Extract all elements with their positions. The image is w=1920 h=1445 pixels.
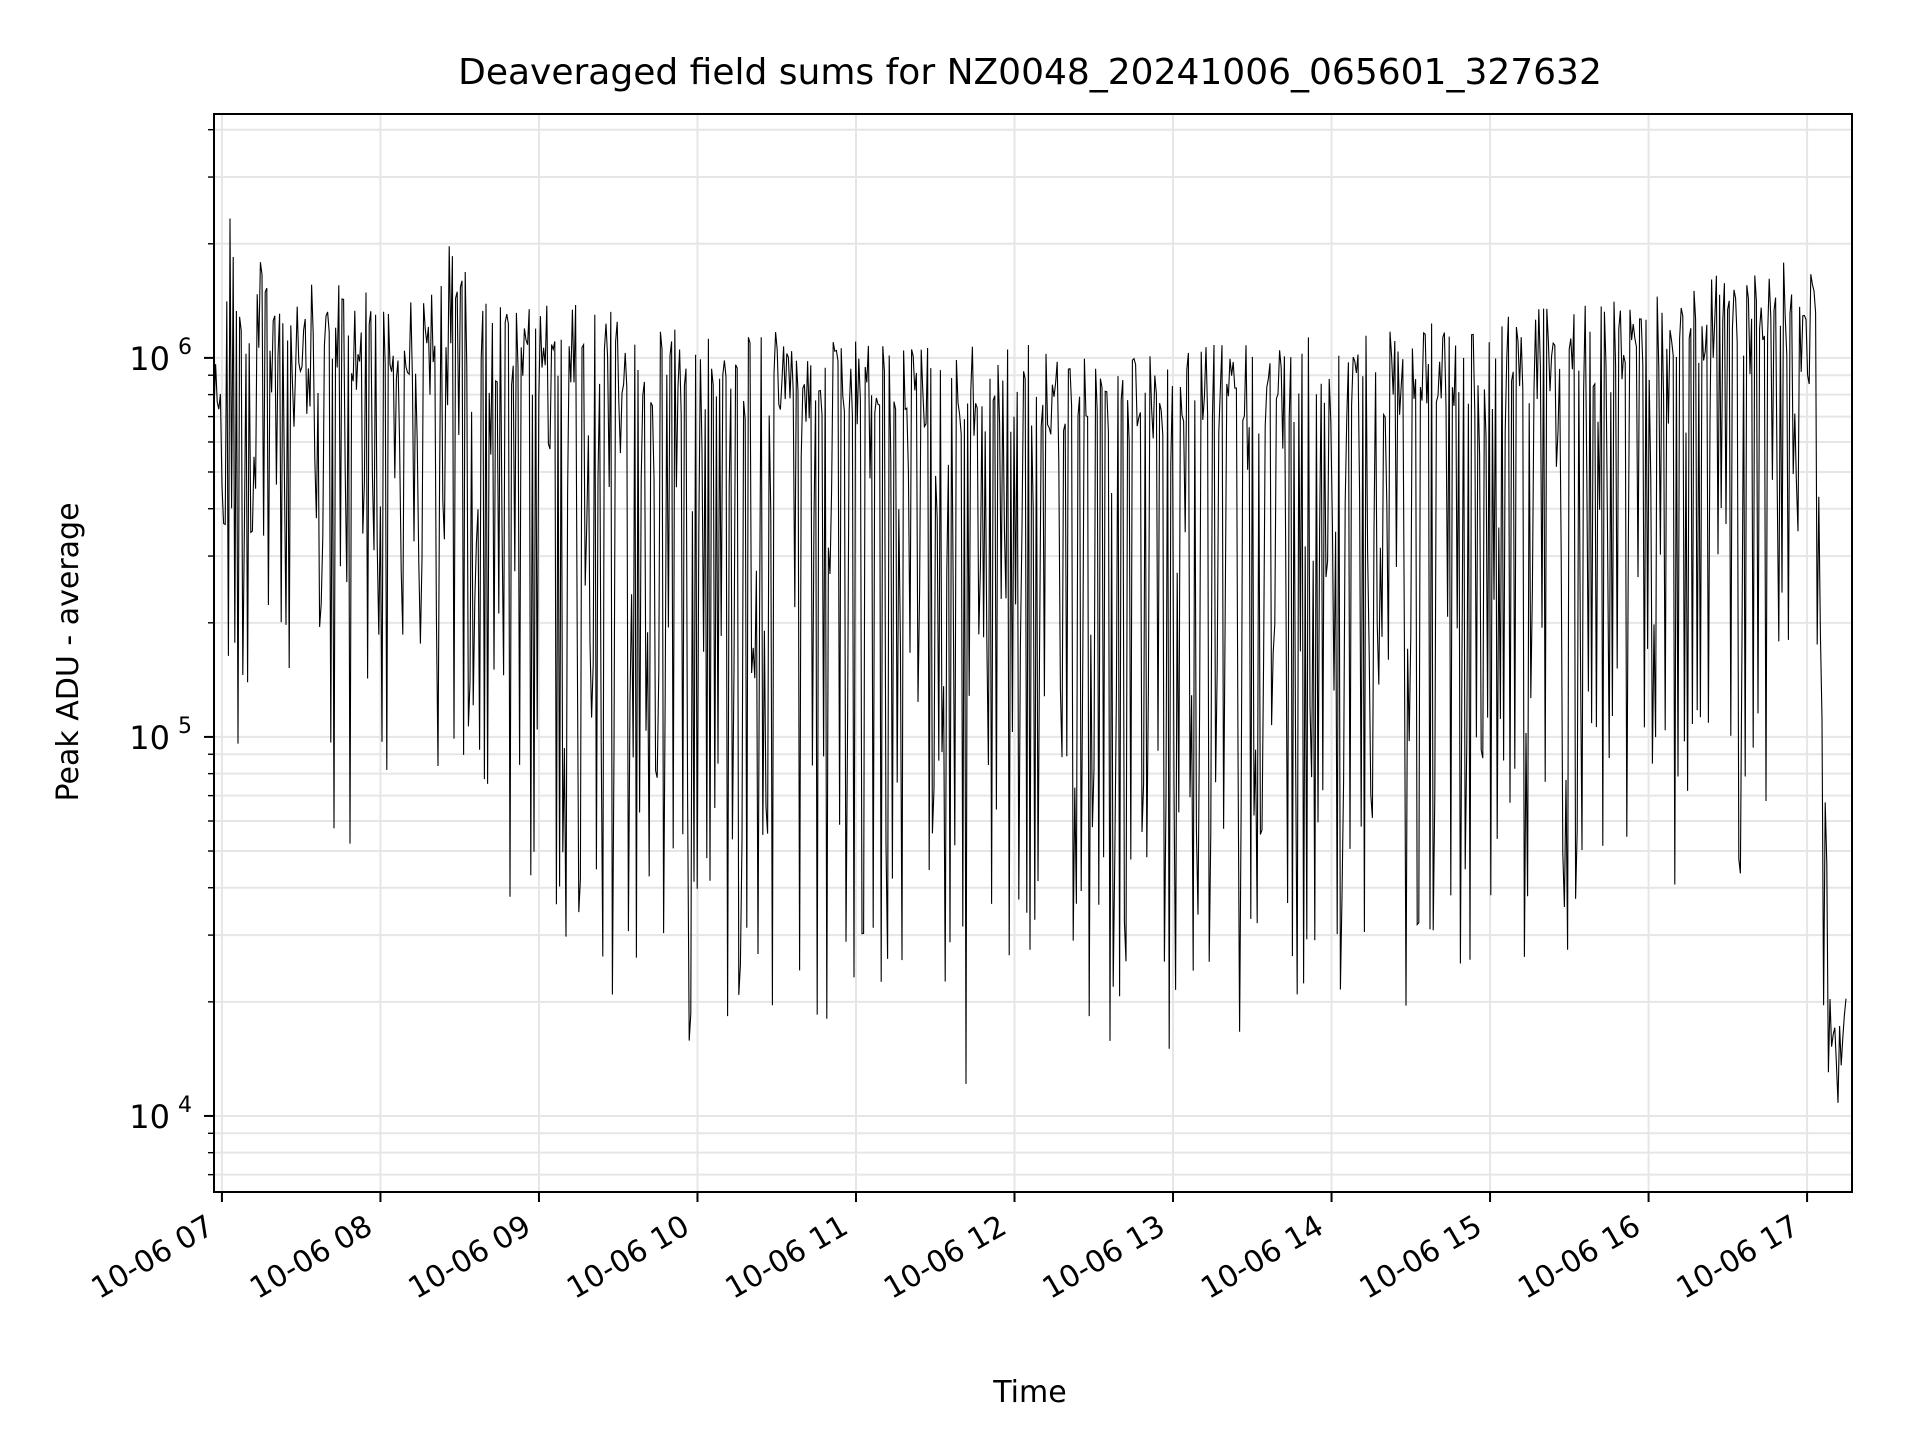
y-tick-label-exponent: 6 (178, 335, 192, 360)
plot-frame (213, 113, 1853, 1193)
y-axis-label: Peak ADU - average (51, 502, 86, 801)
y-tick-label: 10 (129, 1098, 170, 1136)
series-layer (213, 218, 1847, 1103)
series-line (213, 218, 1847, 1103)
y-tick-label: 10 (129, 340, 170, 378)
chart-title: Deaveraged field sums for NZ0048_2024100… (458, 52, 1602, 93)
y-tick-label-exponent: 4 (178, 1093, 192, 1118)
x-axis-label: Time (992, 1375, 1066, 1410)
y-tick-label: 10 (129, 719, 170, 757)
grid-lines (214, 114, 1852, 1192)
y-tick-label-exponent: 5 (178, 714, 192, 739)
